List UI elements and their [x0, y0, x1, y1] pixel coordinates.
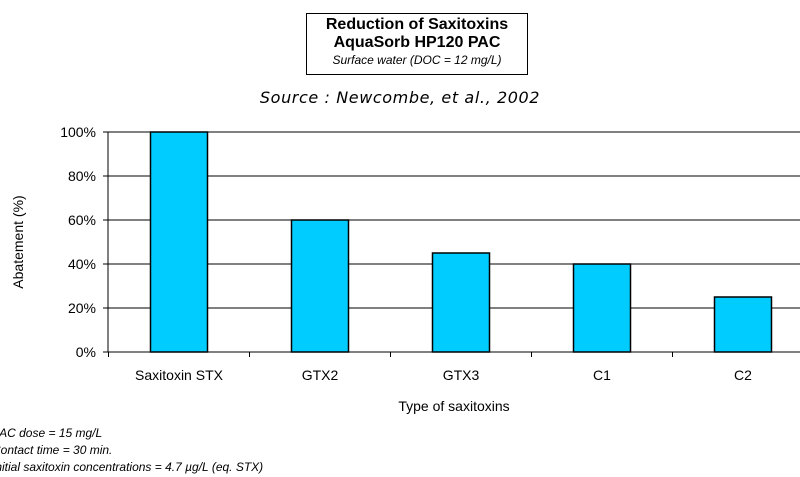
bar-saxitoxin-stx [149, 131, 209, 353]
x-tick-label: GTX3 [443, 367, 480, 383]
chart-notes: PAC dose = 15 mg/L Contact time = 30 min… [0, 425, 263, 476]
y-tick-label: 40% [68, 256, 96, 272]
note-pac-dose: PAC dose = 15 mg/L [0, 426, 103, 440]
x-tick-label: GTX2 [302, 367, 339, 383]
y-tick-label: 60% [68, 212, 96, 228]
x-tick-label: Saxitoxin STX [135, 367, 224, 383]
bar-gtx3 [431, 252, 491, 353]
y-tick-label: 100% [60, 124, 96, 140]
y-tick-label: 0% [76, 344, 96, 360]
y-tick-label: 80% [68, 168, 96, 184]
note-initial-concentration: Initial saxitoxin concentrations = 4.7 µ… [0, 460, 264, 474]
y-axis-title: Abatement (%) [10, 195, 26, 288]
x-tick-label: C2 [734, 367, 752, 383]
chart-subtitle: Surface water (DOC = 12 mg/L) [332, 53, 502, 67]
y-tick-label: 20% [68, 300, 96, 316]
chart-title-line2: AquaSorb HP120 PAC [333, 34, 501, 51]
note-contact-time: Contact time = 30 min. [0, 443, 113, 457]
x-axis-title: Type of saxitoxins [398, 398, 509, 414]
bar-c1 [572, 263, 632, 353]
bar-gtx2 [290, 219, 350, 353]
chart-title-box: Reduction of Saxitoxins AquaSorb HP120 P… [306, 13, 528, 75]
x-tick-label: C1 [593, 367, 611, 383]
bar-c2 [713, 296, 773, 353]
chart-title: Reduction of Saxitoxins [325, 16, 509, 33]
chart-source: Source : Newcombe, et al., 2002 [259, 88, 541, 107]
